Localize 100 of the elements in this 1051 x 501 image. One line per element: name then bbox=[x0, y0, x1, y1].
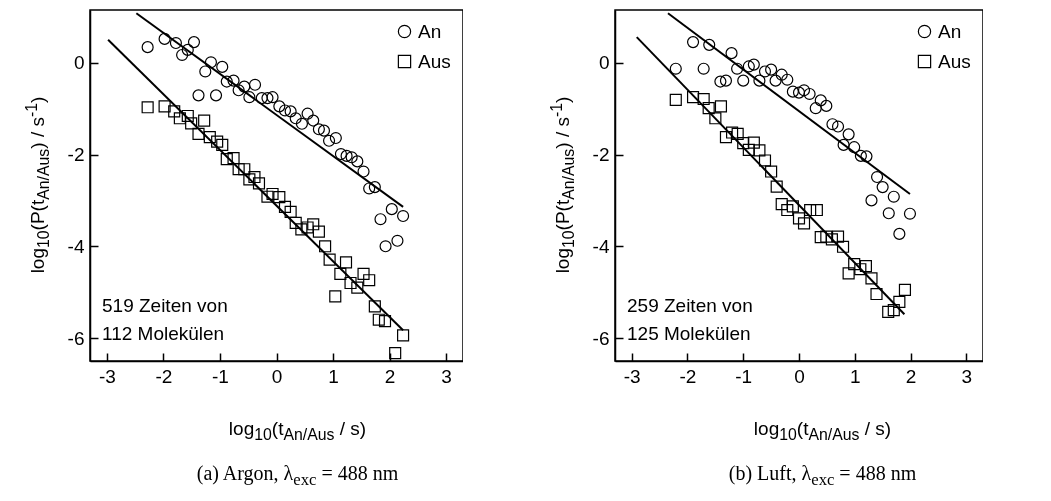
point bbox=[831, 230, 845, 243]
y-tick-label: -2 bbox=[592, 144, 610, 166]
point bbox=[747, 58, 760, 71]
point bbox=[340, 149, 353, 162]
point bbox=[339, 256, 353, 269]
point bbox=[204, 56, 218, 69]
point bbox=[266, 91, 279, 104]
x-tick-label: 0 bbox=[271, 365, 283, 387]
point bbox=[211, 135, 224, 148]
point bbox=[854, 263, 867, 276]
point bbox=[227, 152, 240, 165]
point bbox=[284, 105, 297, 118]
point bbox=[232, 84, 245, 97]
point bbox=[158, 32, 171, 45]
point bbox=[903, 207, 917, 220]
point bbox=[169, 36, 182, 50]
point bbox=[334, 267, 347, 280]
point bbox=[758, 154, 772, 167]
annotation: 519 Zeiten von 112 Molekülen bbox=[102, 295, 228, 344]
x-tick-label: 3 bbox=[961, 365, 973, 387]
x-tick-label: -2 bbox=[155, 365, 173, 387]
point bbox=[198, 114, 211, 127]
point bbox=[220, 75, 233, 88]
point bbox=[686, 36, 700, 49]
point bbox=[792, 212, 806, 225]
point bbox=[261, 92, 274, 105]
point bbox=[397, 209, 410, 223]
point bbox=[769, 74, 782, 87]
annotation: 259 Zeiten von 125 Molekülen bbox=[627, 295, 753, 344]
point bbox=[742, 60, 755, 73]
point bbox=[719, 131, 733, 144]
point bbox=[737, 74, 750, 87]
point bbox=[185, 117, 198, 130]
legend-label: Aus bbox=[418, 50, 451, 72]
point bbox=[322, 134, 336, 147]
point bbox=[312, 123, 325, 136]
point bbox=[831, 120, 845, 133]
point bbox=[357, 267, 370, 280]
point bbox=[374, 213, 387, 226]
point bbox=[737, 136, 750, 150]
point bbox=[187, 36, 201, 49]
point bbox=[391, 234, 404, 247]
point bbox=[893, 227, 906, 240]
point bbox=[753, 144, 766, 157]
y-tick-label: -2 bbox=[67, 144, 85, 166]
point bbox=[368, 300, 381, 313]
point bbox=[803, 87, 816, 101]
x-tick-label: 3 bbox=[441, 365, 452, 387]
point bbox=[273, 100, 286, 113]
point bbox=[372, 313, 385, 326]
point bbox=[854, 149, 867, 162]
point bbox=[168, 105, 181, 118]
point bbox=[351, 155, 364, 168]
point bbox=[307, 114, 320, 127]
point bbox=[848, 258, 861, 271]
point bbox=[232, 163, 245, 176]
point bbox=[141, 101, 154, 114]
point bbox=[797, 217, 811, 230]
point bbox=[703, 38, 716, 51]
x-tick-label: -3 bbox=[623, 365, 641, 387]
point bbox=[825, 233, 838, 246]
point bbox=[814, 94, 827, 107]
point bbox=[725, 47, 738, 60]
point bbox=[238, 80, 251, 93]
legend-label: An bbox=[418, 20, 442, 42]
point bbox=[753, 74, 766, 87]
x-tick-label: 2 bbox=[905, 365, 917, 387]
y-tick-label: -6 bbox=[592, 327, 610, 349]
point bbox=[266, 187, 279, 201]
point bbox=[765, 165, 778, 178]
point bbox=[826, 118, 839, 131]
point bbox=[209, 89, 223, 102]
point bbox=[255, 92, 268, 105]
legend-label: Aus bbox=[938, 50, 971, 72]
point bbox=[747, 136, 760, 149]
point bbox=[273, 191, 286, 204]
point bbox=[781, 203, 794, 217]
x-tick-label: -3 bbox=[99, 365, 116, 387]
point bbox=[363, 274, 376, 287]
point bbox=[301, 107, 314, 120]
point bbox=[719, 74, 733, 87]
point bbox=[261, 190, 274, 203]
point bbox=[809, 102, 822, 115]
point bbox=[220, 153, 233, 166]
point bbox=[836, 240, 850, 253]
point bbox=[351, 281, 364, 294]
point bbox=[238, 163, 251, 176]
point bbox=[284, 205, 297, 218]
point bbox=[898, 283, 912, 296]
x-tick-label: -1 bbox=[212, 365, 229, 387]
x-tick-label: 0 bbox=[794, 365, 805, 387]
point bbox=[865, 272, 878, 285]
point bbox=[731, 127, 744, 140]
point bbox=[697, 92, 710, 106]
point bbox=[243, 91, 256, 104]
x-axis-title: log$_{10}$(t$_{An/Aus}$ / s) bbox=[227, 418, 368, 444]
point bbox=[329, 290, 342, 303]
point bbox=[786, 85, 799, 98]
point bbox=[216, 138, 229, 151]
point bbox=[248, 78, 262, 91]
